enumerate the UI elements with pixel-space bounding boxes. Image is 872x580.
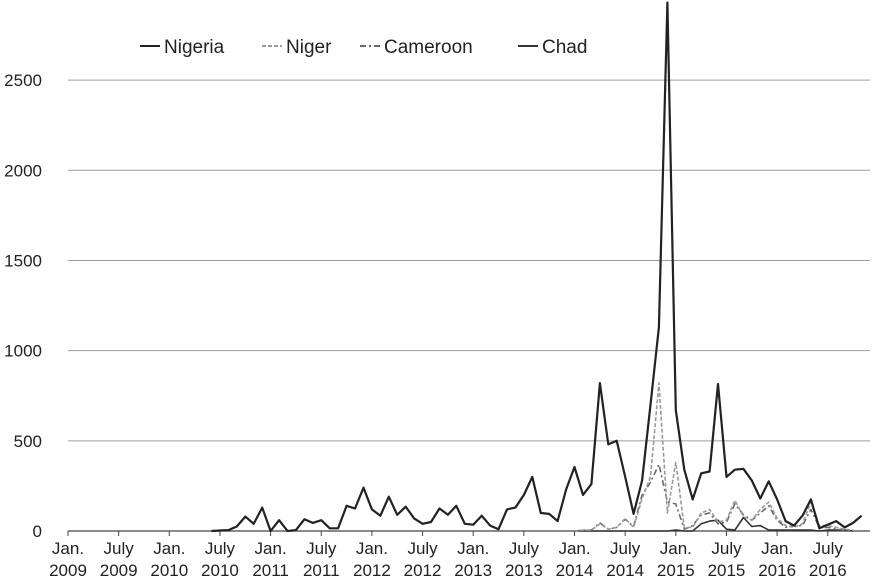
legend: Nigeria Niger Cameroon Chad <box>140 37 587 58</box>
series-line-nigeria <box>211 1 863 533</box>
y-tick-label: 1500 <box>4 251 42 270</box>
y-axis-ticks: 0 500 1000 1500 2000 2500 <box>4 71 42 541</box>
x-tick-label: July 2011 <box>303 539 340 580</box>
x-tick-label: Jan. 2015 <box>657 539 695 580</box>
legend-label-chad: Chad <box>542 37 587 58</box>
y-tick-label: 500 <box>14 432 42 451</box>
legend-label-niger: Niger <box>286 37 332 58</box>
legend-label-nigeria: Nigeria <box>164 37 225 58</box>
x-tick-label: Jan. 2012 <box>353 539 391 580</box>
series-lines <box>211 1 863 533</box>
gridlines <box>68 79 870 532</box>
legend-label-cameroon: Cameroon <box>384 37 473 58</box>
x-tick-label: Jan. 2010 <box>150 539 188 580</box>
series-line-niger <box>574 382 854 532</box>
x-tick-label: Jan. 2009 <box>49 539 87 580</box>
x-tick-label: Jan. 2014 <box>556 539 594 580</box>
x-tick-label: July 2010 <box>201 539 239 580</box>
x-tick-label: July 2016 <box>809 539 847 580</box>
y-tick-label: 2000 <box>4 161 42 180</box>
y-tick-label: 0 <box>33 522 42 541</box>
x-tick-label: July 2012 <box>404 539 442 580</box>
x-tick-label: Jan. 2016 <box>758 539 796 580</box>
y-tick-label: 1000 <box>4 342 42 361</box>
x-tick-label: July 2009 <box>100 539 138 580</box>
x-tick-label: Jan. 2011 <box>252 539 289 580</box>
series-line-chad <box>574 516 854 532</box>
x-tick-label: July 2013 <box>505 539 543 580</box>
x-tick-label: July 2014 <box>606 539 644 580</box>
y-tick-label: 2500 <box>4 71 42 90</box>
x-tick-label: Jan. 2013 <box>454 539 492 580</box>
x-axis-ticks: Jan. 2009 July 2009 Jan. 2010 July 2010 Jan. 2011… <box>49 531 847 580</box>
x-tick-label: July 2015 <box>708 539 746 580</box>
